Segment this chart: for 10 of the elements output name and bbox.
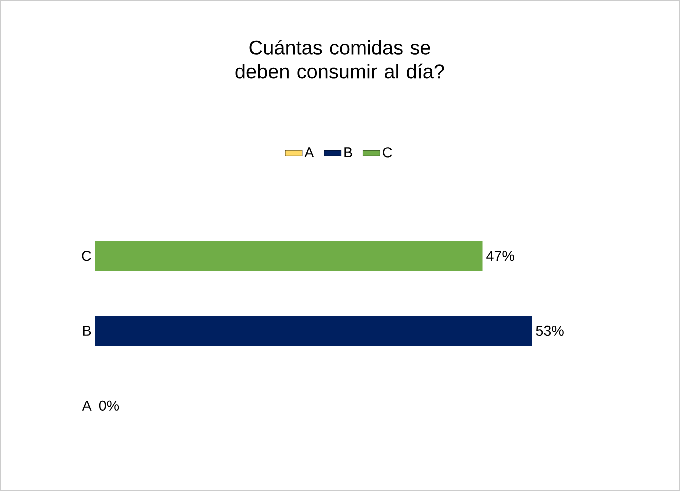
y-tick-label: C <box>82 250 92 262</box>
y-tick-label: A <box>82 400 92 411</box>
legend-label: B <box>344 148 352 158</box>
data-label: 53% <box>536 326 564 336</box>
chart-title: Cuántas comidas se deben consumir al día? <box>236 40 444 79</box>
legend-label: A <box>304 148 314 158</box>
data-label: 47% <box>486 250 514 261</box>
legend-label: C <box>383 147 392 158</box>
y-tick-label: B <box>83 326 92 336</box>
data-label: 0% <box>99 400 120 411</box>
